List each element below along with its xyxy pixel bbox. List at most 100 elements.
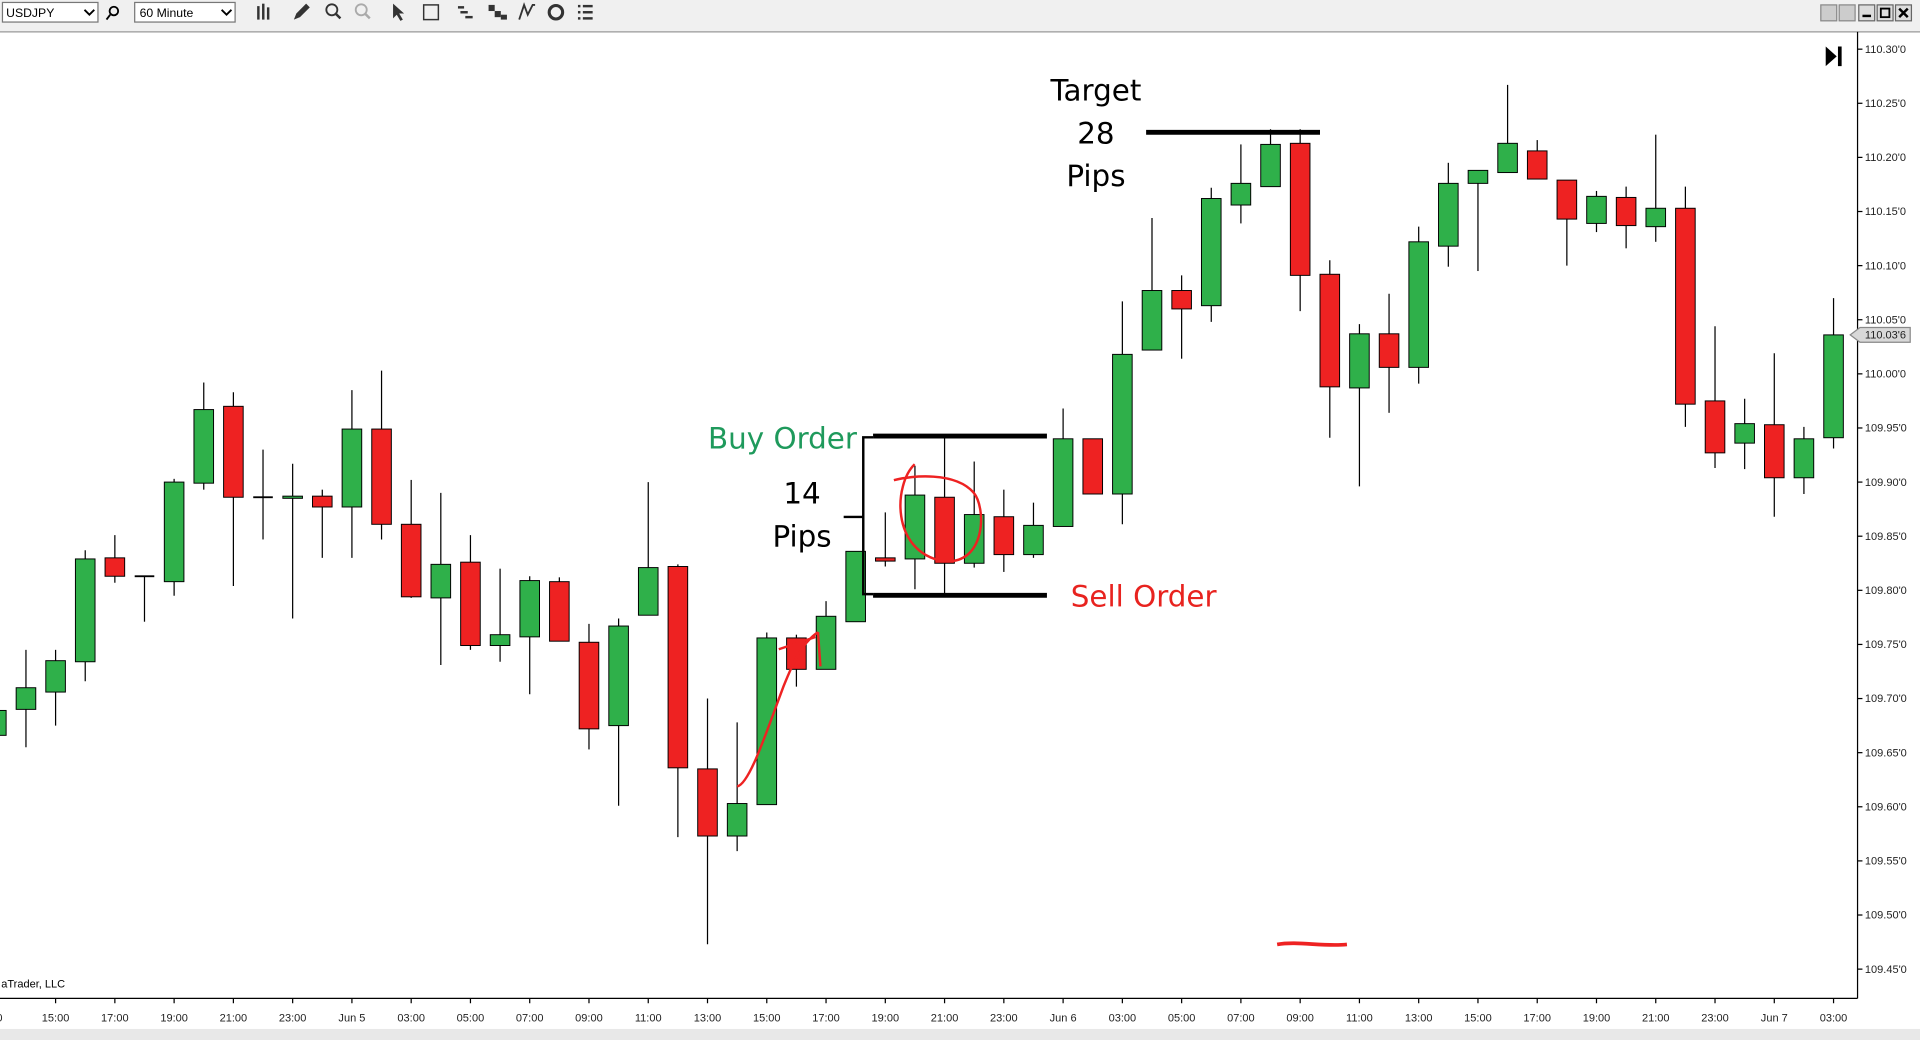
candle-body: [1645, 207, 1667, 228]
candle-body: [549, 581, 570, 642]
x-tick-label: 09:00: [1286, 1013, 1314, 1025]
annotation-buy: Buy Order: [708, 421, 858, 455]
x-tick-label: 11:00: [1346, 1013, 1373, 1025]
candle-body: [697, 768, 718, 837]
candle-body: [1023, 524, 1044, 556]
x-tick-label: 23:00: [279, 1013, 307, 1025]
candle-body: [934, 496, 955, 564]
y-tick-label: 109.70'0: [1865, 693, 1907, 705]
candle-body: [1112, 353, 1133, 495]
x-tick-label: 19:00: [1583, 1013, 1611, 1025]
candle-body: [1764, 424, 1785, 479]
candle-body: [1526, 150, 1548, 180]
candle-body: [1052, 438, 1074, 527]
x-tick-label: 03:00: [397, 1013, 425, 1025]
watermark: aTrader, LLC: [1, 978, 65, 990]
annotation-target: Target: [1049, 73, 1141, 107]
candle-body: [460, 561, 481, 647]
candle-body: [371, 428, 392, 525]
status-bar: [0, 1028, 1920, 1040]
candle-body: [578, 641, 600, 730]
candle-body: [74, 558, 96, 663]
y-tick-label: 110.05'0: [1865, 314, 1906, 326]
candle-body: [0, 709, 7, 736]
candle-body: [163, 481, 185, 583]
candle-body: [1734, 423, 1755, 444]
y-tick-label: 110.25'0: [1865, 98, 1906, 110]
instrument: USDJPY: [6, 6, 54, 20]
x-tick-label: 13:00: [694, 1013, 722, 1025]
x-tick-label: 21:00: [220, 1013, 248, 1025]
x-tick-label: 17:00: [101, 1013, 129, 1025]
candle-body: [1675, 207, 1696, 405]
annotation-target-unit: Pips: [1066, 159, 1125, 193]
candle-body: [223, 405, 244, 498]
candle-body: [1467, 169, 1489, 184]
candle-body: [1289, 142, 1311, 276]
y-tick-label: 109.75'0: [1865, 639, 1907, 651]
candle-body: [1823, 334, 1844, 439]
candle-body: [1438, 182, 1459, 247]
x-tick-label: 23:00: [1701, 1013, 1729, 1025]
candle-body: [1497, 142, 1518, 174]
candle-body: [311, 495, 333, 508]
candle-body: [430, 563, 452, 599]
window-buttons[interactable]: [1820, 4, 1913, 22]
x-tick-label: 03:00: [1109, 1013, 1137, 1025]
annotation-range-unit: Pips: [772, 519, 831, 553]
annotation-range-pips: 14: [783, 476, 820, 510]
candle-body: [1230, 182, 1252, 206]
candle-body: [1319, 273, 1341, 388]
x-tick-label: 19:00: [872, 1013, 900, 1025]
annotation-target-pips: 28: [1077, 116, 1114, 150]
search-icon[interactable]: [108, 5, 120, 17]
y-tick-label: 110.00'0: [1865, 369, 1906, 381]
search-icon-handle: [105, 14, 111, 21]
x-tick-label: 15:00: [753, 1013, 781, 1025]
candle-body: [15, 687, 37, 710]
interval-select[interactable]: [134, 1, 236, 23]
candle-body: [1171, 290, 1192, 310]
x-tick-label: 15:00: [1464, 1013, 1492, 1025]
y-tick-label: 110.15'0: [1865, 206, 1906, 218]
x-tick-label: 13:00: [1405, 1013, 1433, 1025]
x-tick-label: 07:00: [1227, 1013, 1255, 1025]
candle-body: [637, 567, 659, 616]
x-tick-label: 21:00: [1642, 1013, 1670, 1025]
x-tick-label: 11:00: [635, 1013, 662, 1025]
x-tick-label: 19:00: [160, 1013, 188, 1025]
candle-body: [1704, 400, 1726, 454]
x-tick-label: 17:00: [812, 1013, 840, 1025]
toolbar-icons[interactable]: [257, 2, 593, 21]
candle-body: [1408, 241, 1429, 368]
candle-body: [815, 615, 837, 670]
x-tick-label: Jun 6: [1050, 1013, 1077, 1025]
x-tick-label: 07:00: [516, 1013, 544, 1025]
candle-body: [756, 637, 778, 806]
x-tick-label: Jun 5: [338, 1013, 365, 1025]
candle-body: [282, 495, 303, 499]
candle-body: [1141, 290, 1163, 351]
x-tick-label: 05:00: [1168, 1013, 1196, 1025]
y-tick-label: 109.60'0: [1865, 801, 1907, 813]
y-tick-label: 110.30'0: [1865, 44, 1906, 56]
y-tick-label: 109.90'0: [1865, 477, 1907, 489]
y-tick-label: 109.55'0: [1865, 856, 1907, 868]
x-tick-label: 05:00: [457, 1013, 485, 1025]
candle-body: [519, 580, 541, 638]
candle-body: [963, 514, 985, 564]
candle-body: [104, 557, 126, 577]
y-tick-label: 110.20'0: [1865, 152, 1906, 164]
x-tick-label: 03:00: [1820, 1013, 1848, 1025]
instrument-select[interactable]: [1, 1, 99, 23]
scroll-end-button[interactable]: [1825, 46, 1842, 67]
x-tick-label: 15:00: [42, 1013, 70, 1025]
candle-body: [608, 625, 629, 727]
candle-body: [845, 550, 866, 623]
interval: 60 Minute: [140, 6, 194, 20]
candle-body: [253, 496, 273, 499]
candle-body: [1793, 438, 1815, 479]
candle-body: [1586, 195, 1607, 224]
candle-body: [1200, 198, 1222, 307]
